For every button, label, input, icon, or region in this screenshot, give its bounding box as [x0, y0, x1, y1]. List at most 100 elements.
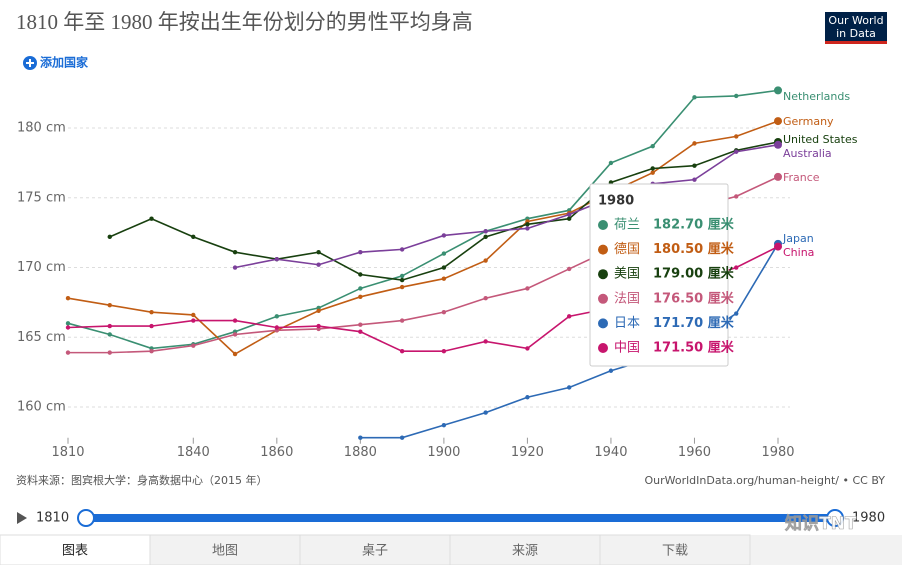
data-point: [316, 249, 321, 255]
timeline-handle[interactable]: [826, 509, 844, 527]
add-plus: [26, 59, 34, 67]
series-label[interactable]: Germany: [783, 115, 834, 128]
data-point: [525, 395, 530, 400]
x-tick-label: 1920: [511, 445, 544, 460]
data-point: [149, 323, 154, 329]
series-label[interactable]: Australia: [783, 147, 832, 160]
add-country[interactable]: 添加国家: [23, 55, 89, 71]
data-point: [358, 435, 363, 440]
data-point: [65, 325, 71, 330]
tab-label[interactable]: 来源: [512, 544, 538, 559]
series-label[interactable]: United States: [783, 133, 858, 146]
data-point: [232, 318, 238, 323]
logo[interactable]: [825, 12, 887, 44]
data-point: [774, 242, 782, 251]
data-point: [441, 276, 447, 281]
tab[interactable]: [149, 534, 301, 565]
data-point: [399, 435, 405, 440]
data-point: [525, 226, 530, 231]
data-point: [274, 325, 280, 330]
series-label[interactable]: Netherlands: [783, 90, 850, 103]
timeline-start: 1810: [36, 511, 69, 526]
data-point: [483, 296, 488, 301]
data-point: [65, 321, 71, 326]
y-tick-label: 160 cm: [17, 400, 66, 415]
data-point: [734, 265, 739, 270]
series-label[interactable]: China: [783, 246, 814, 259]
data-point: [232, 332, 238, 337]
data-point: [232, 265, 238, 270]
data-point: [692, 95, 697, 100]
play-button[interactable]: [17, 512, 27, 524]
x-tick-label: 1810: [51, 445, 84, 460]
data-point: [399, 318, 405, 323]
data-point: [734, 194, 739, 199]
tooltip-swatch: [598, 343, 608, 353]
data-point: [650, 170, 655, 175]
data-point: [441, 251, 447, 256]
tab[interactable]: [299, 534, 451, 565]
data-point: [107, 234, 112, 240]
series-label[interactable]: Japan: [782, 232, 814, 245]
tooltip-swatch: [598, 244, 608, 255]
series-label[interactable]: France: [783, 171, 820, 184]
data-point: [483, 410, 488, 415]
tabs: 图表 地图 桌子 来源 下载: [0, 534, 902, 565]
plot: 160 cm 165 cm 170 cm 175 cm 180 cm 1810 1840 18…: [17, 86, 858, 460]
tooltip-box: [589, 183, 729, 367]
data-point: [734, 311, 739, 316]
data-point: [734, 134, 739, 139]
data-point: [358, 322, 363, 327]
data-point: [316, 308, 321, 313]
data-point: [399, 277, 405, 283]
data-point: [358, 286, 363, 291]
logo-text: Our World: [828, 14, 883, 27]
data-point: [358, 249, 363, 255]
data-point: [316, 323, 321, 329]
data-point: [608, 368, 614, 373]
data-point: [525, 222, 530, 227]
data-point: [525, 346, 530, 351]
data-point: [232, 249, 238, 255]
data-point: [566, 314, 572, 319]
tab[interactable]: [0, 534, 151, 565]
tab-label[interactable]: 桌子: [362, 544, 388, 559]
data-point: [149, 349, 154, 354]
data-point: [274, 256, 280, 262]
data-point: [191, 234, 196, 240]
tab[interactable]: [449, 534, 601, 565]
tooltip-value: 171.70 厘米: [653, 315, 735, 331]
data-point: [441, 422, 447, 428]
data-point: [232, 351, 238, 357]
tab-label[interactable]: 地图: [212, 544, 238, 559]
tooltip-value: 182.70 厘米: [653, 217, 735, 233]
data-point: [566, 266, 572, 272]
data-point: [399, 247, 405, 252]
tooltip-name: 日本: [614, 316, 640, 331]
data-point: [483, 258, 488, 263]
x-tick-label: 1860: [260, 445, 293, 460]
tab-label[interactable]: 图表: [62, 544, 88, 559]
tab-label[interactable]: 下载: [662, 544, 688, 559]
url[interactable]: OurWorldInData.org/human-height/ • CC BY: [644, 474, 885, 487]
data-point: [774, 172, 782, 181]
tooltip-name: 法国: [614, 291, 640, 306]
data-point: [399, 273, 405, 279]
data-point: [191, 312, 196, 318]
data-point: [65, 350, 71, 355]
data-point: [358, 272, 363, 277]
data-point: [692, 163, 697, 168]
data-point: [525, 286, 530, 291]
data-point: [107, 332, 112, 337]
data-point: [358, 329, 363, 334]
y-tick-label: 170 cm: [17, 260, 66, 275]
data-point: [399, 284, 405, 290]
watermark: 知识TNT: [784, 513, 857, 534]
data-point: [734, 149, 739, 154]
timeline-track[interactable]: [86, 514, 835, 522]
timeline-handle[interactable]: [77, 509, 95, 527]
data-point: [774, 140, 782, 149]
tab[interactable]: [599, 534, 751, 565]
data-point: [650, 143, 655, 149]
